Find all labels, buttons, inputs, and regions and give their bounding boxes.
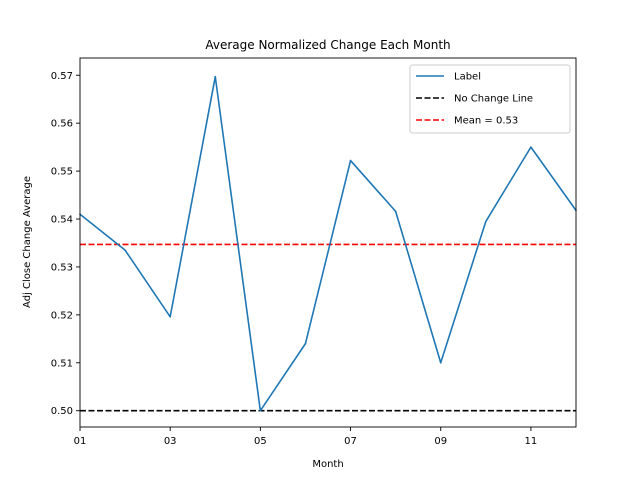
data-point (214, 75, 217, 78)
chart-title: Average Normalized Change Each Month (205, 38, 450, 52)
data-point (485, 220, 487, 223)
y-tick-label: 0.52 (51, 310, 73, 321)
y-tick-label: 0.57 (51, 71, 73, 82)
data-point (349, 159, 352, 162)
data-point (259, 409, 262, 412)
x-tick-label: 03 (164, 436, 177, 447)
legend: Label No Change Line Mean = 0.53 (409, 64, 571, 134)
x-tick-label: 07 (344, 436, 357, 447)
data-point (304, 342, 307, 345)
data-point (530, 146, 532, 148)
data-point (394, 210, 397, 213)
y-tick-label: 0.50 (51, 406, 73, 417)
y-tick-label: 0.54 (51, 215, 73, 226)
y-tick-label: 0.56 (51, 119, 73, 130)
y-axis-label: Adj Close Change Average (22, 176, 33, 308)
data-point (169, 315, 171, 318)
y-tick-label: 0.51 (51, 358, 73, 369)
legend-item-no-change-text: No Change Line (454, 94, 533, 105)
data-point (124, 249, 126, 251)
y-tick-label: 0.55 (51, 167, 73, 178)
x-tick-label: 05 (254, 436, 267, 447)
x-axis-label: Month (312, 459, 343, 470)
x-tick-label: 01 (74, 436, 87, 447)
legend-item-mean-text: Mean = 0.53 (454, 116, 518, 127)
plot-frame (79, 57, 577, 428)
x-tick-label: 11 (525, 436, 538, 447)
legend-box (409, 64, 571, 134)
y-tick-label: 0.53 (51, 262, 73, 273)
x-tick-label: 09 (434, 436, 447, 447)
data-point (439, 361, 442, 364)
legend-item-label-text: Label (454, 72, 481, 83)
series-line (79, 75, 577, 412)
plot-area: 01 03 05 07 09 11 0.50 0.51 0.52 0.53 0.54 0.55 0.56… (51, 57, 577, 447)
